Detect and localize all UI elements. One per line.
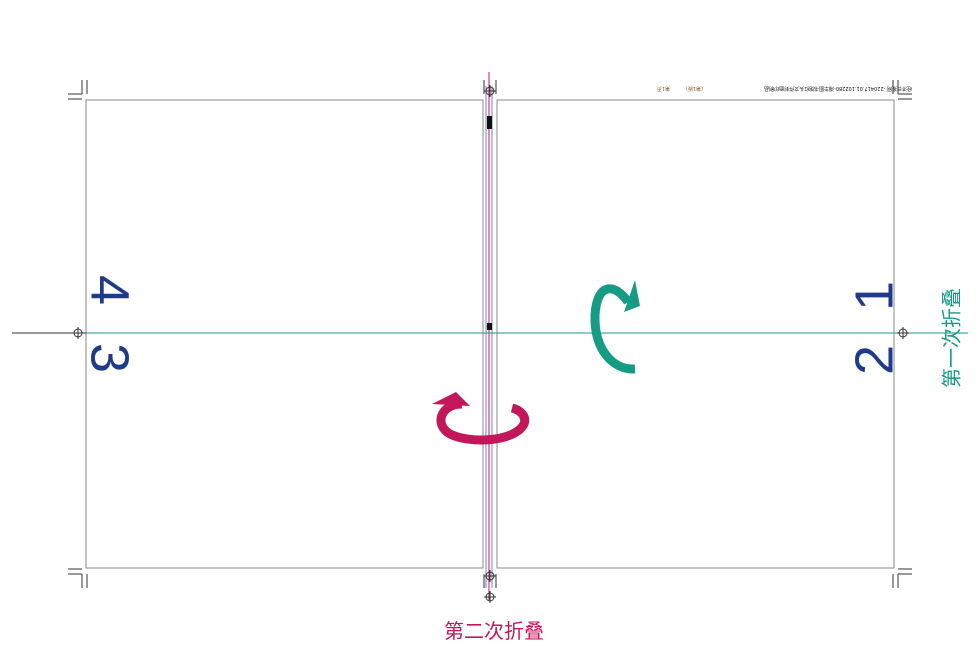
spine-mark-center [487, 323, 492, 330]
plate-text: (第1版) [686, 85, 703, 92]
page-number-3: 3 [80, 343, 140, 373]
page-number-1: 1 [844, 281, 904, 311]
spine-mark-top [487, 116, 492, 129]
page-number-4: 4 [80, 275, 140, 305]
page-number-2: 2 [844, 345, 904, 375]
first-fold-label: 第一次折叠 [940, 288, 964, 388]
header-strip: 经济日报网 -220417.01.102280-湘华图书馆红头文件封面印刷品 (… [657, 85, 912, 92]
second-fold-arrow-icon [432, 392, 530, 445]
first-fold-arrow-icon [590, 280, 640, 374]
registration-marks [72, 85, 909, 603]
second-fold-line [485, 72, 493, 600]
job-info-text: 经济日报网 -220417.01.102280-湘华图书馆红头文件封面印刷品 [764, 85, 912, 92]
crop-marks [68, 80, 912, 588]
left-panel [85, 99, 484, 569]
right-panel [496, 99, 895, 569]
second-fold-label: 第二次折叠 [444, 619, 544, 643]
sheet-text: 第1页 [657, 85, 670, 92]
